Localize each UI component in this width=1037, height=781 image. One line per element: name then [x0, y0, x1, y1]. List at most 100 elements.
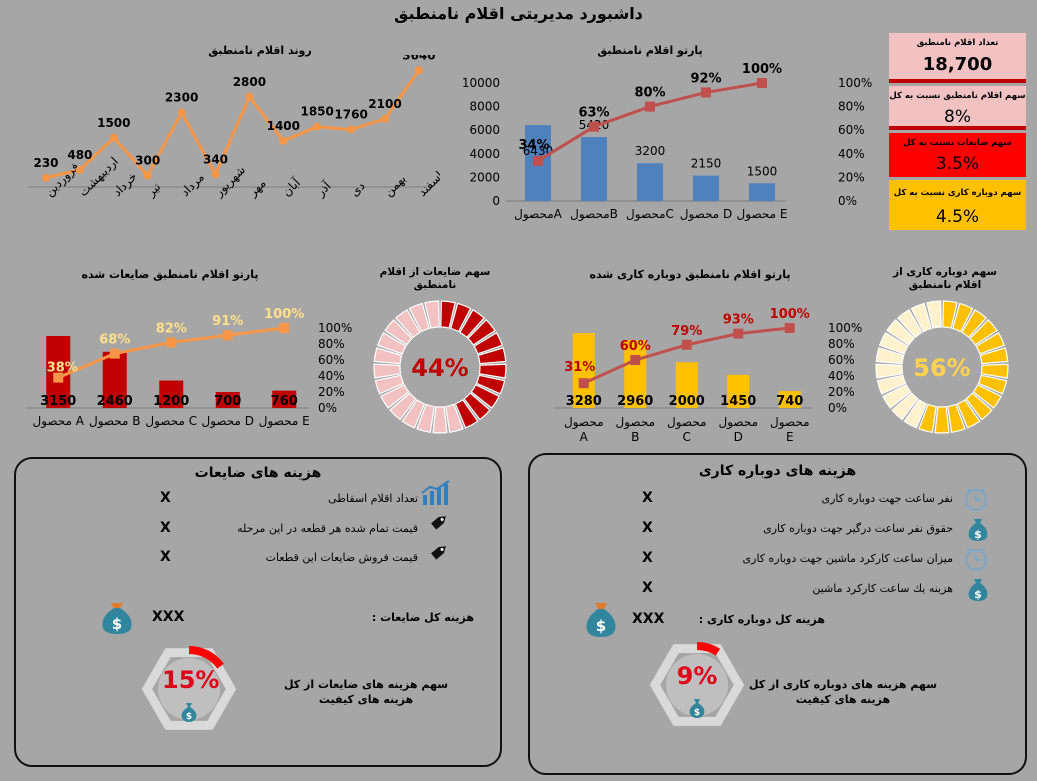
y2-tick-label: 100% — [838, 76, 872, 90]
rework-panel-title: هزینه های دوباره کاری — [698, 463, 857, 479]
cumulative-point — [645, 101, 655, 112]
donut-slice — [942, 300, 958, 329]
kpi-label: تعداد اقلام نامنطبق — [916, 38, 999, 48]
cumulative-point — [578, 378, 589, 389]
donut-remainder — [389, 392, 417, 421]
rework-cost-panel: هزینه های دوباره کاری نفر ساعت جهت دوبار… — [528, 453, 1027, 775]
donut-remainder — [373, 363, 402, 379]
y-tick-label: 4000 — [469, 147, 500, 161]
bar-value-label: 3200 — [635, 144, 666, 158]
data-label: 230 — [33, 156, 58, 170]
donut-slice — [918, 403, 937, 433]
donut-remainder — [891, 392, 919, 421]
bar-value-label: 700 — [214, 394, 241, 409]
svg-text:$: $ — [974, 528, 982, 541]
donut-slice — [969, 318, 998, 346]
y-tick-label: 2000 — [469, 170, 500, 184]
donut-remainder — [876, 374, 907, 395]
donut-remainder — [373, 347, 403, 365]
donut-center-label: 44% — [411, 354, 468, 382]
category-label: دی — [347, 179, 367, 199]
scrap-row-label: قیمت تمام شده هر قطعه در این مرحله — [237, 522, 418, 535]
category-label: محصول D — [201, 414, 254, 429]
scrap-row-value: X — [160, 490, 171, 506]
donut-slice — [473, 331, 504, 355]
money-bag-icon: $ — [181, 703, 197, 722]
y2-tick-label: 20% — [838, 170, 865, 184]
bar — [102, 351, 127, 408]
donut-scrap-title: سهم ضایعات از اقلام نامنطبق — [379, 266, 491, 291]
cumulative-point — [109, 348, 120, 359]
donut-remainder — [926, 300, 942, 329]
category-label: خرداد — [110, 169, 140, 199]
rework-row-label: میزان ساعت کارکرد ماشین جهت دوباره کاری — [742, 552, 953, 565]
rework-row-label: حقوق نفر ساعت درگیر جهت دوباره کاری — [763, 522, 953, 535]
donut-slice — [952, 302, 974, 333]
cumulative-label: 93% — [723, 313, 754, 328]
category-label: A — [580, 430, 589, 444]
donut-remainder — [910, 302, 932, 333]
kpi-label: سهم ضایعات نسبت به کل — [903, 138, 1012, 148]
svg-text:$: $ — [596, 617, 606, 635]
donut-remainder — [394, 309, 421, 339]
clock-icon — [965, 548, 987, 571]
money-bag-icon: $ — [968, 519, 988, 541]
trend-chart: 230فروردین480اردیبهشت1500خرداد300تیر2300… — [28, 55, 440, 201]
donut-remainder — [376, 331, 407, 355]
data-label: 1500 — [97, 116, 130, 130]
bar-value-label: 2460 — [97, 394, 133, 409]
donut-slice — [965, 392, 993, 421]
rework-row-value: X — [642, 520, 653, 536]
bar-value-label: 3150 — [40, 394, 76, 409]
data-label: 340 — [203, 152, 228, 166]
rework-share-gauge: $ — [649, 642, 745, 726]
data-label: 480 — [67, 148, 92, 162]
data-label: 2100 — [368, 97, 401, 111]
category-label: محصول — [719, 415, 759, 430]
rework-total-value: XXX — [632, 611, 665, 627]
y2-tick-label: 40% — [318, 369, 345, 383]
donut-remainder — [384, 318, 413, 346]
cumulative-label: 60% — [620, 339, 651, 354]
cumulative-label: 38% — [47, 361, 78, 376]
category-label: E — [786, 430, 794, 444]
data-point — [42, 173, 50, 182]
bar-value-label: 2150 — [691, 157, 722, 171]
donut-remainder — [896, 309, 923, 339]
y2-tick-label: 20% — [828, 385, 855, 399]
money-bag-body — [689, 703, 705, 718]
donut-rework-chart: 56% — [875, 300, 1009, 434]
donut-remainder — [903, 399, 928, 429]
series-line — [45, 69, 421, 180]
category-label: مهر — [245, 176, 269, 200]
donut-remainder — [878, 331, 909, 355]
y-tick-label: 10000 — [462, 76, 500, 90]
cumulative-label: 63% — [578, 106, 609, 121]
category-label: محصول — [616, 415, 656, 430]
bar-value-label: 1200 — [153, 394, 189, 409]
cumulative-point — [533, 155, 543, 166]
y2-tick-label: 40% — [828, 369, 855, 383]
scrap-share-gauge: $ — [141, 645, 237, 730]
cumulative-point — [784, 323, 795, 333]
cumulative-label: 100% — [770, 307, 810, 322]
donut-remainder — [401, 399, 426, 429]
cumulative-label: 92% — [690, 71, 721, 86]
rework-share-value: 9% — [676, 662, 718, 690]
donut-slice — [450, 302, 472, 333]
category-label: محصول E — [737, 207, 788, 222]
data-point — [143, 171, 152, 180]
money-bag-icon: $ — [102, 603, 132, 634]
cumulative-point — [757, 78, 767, 88]
y2-tick-label: 0% — [318, 401, 337, 415]
bar-value-label: 3280 — [566, 394, 602, 409]
scrap-share-label: سهم هزینه های ضایعات از کل هزینه های کیف… — [283, 678, 449, 706]
category-label: C — [683, 430, 691, 444]
scrap-total-value: XXX — [152, 609, 185, 625]
cumulative-point — [53, 372, 64, 383]
donut-slice — [979, 347, 1009, 365]
y2-tick-label: 0% — [838, 194, 857, 208]
data-point — [245, 92, 254, 101]
donut-remainder — [882, 383, 912, 409]
bar — [727, 374, 750, 408]
